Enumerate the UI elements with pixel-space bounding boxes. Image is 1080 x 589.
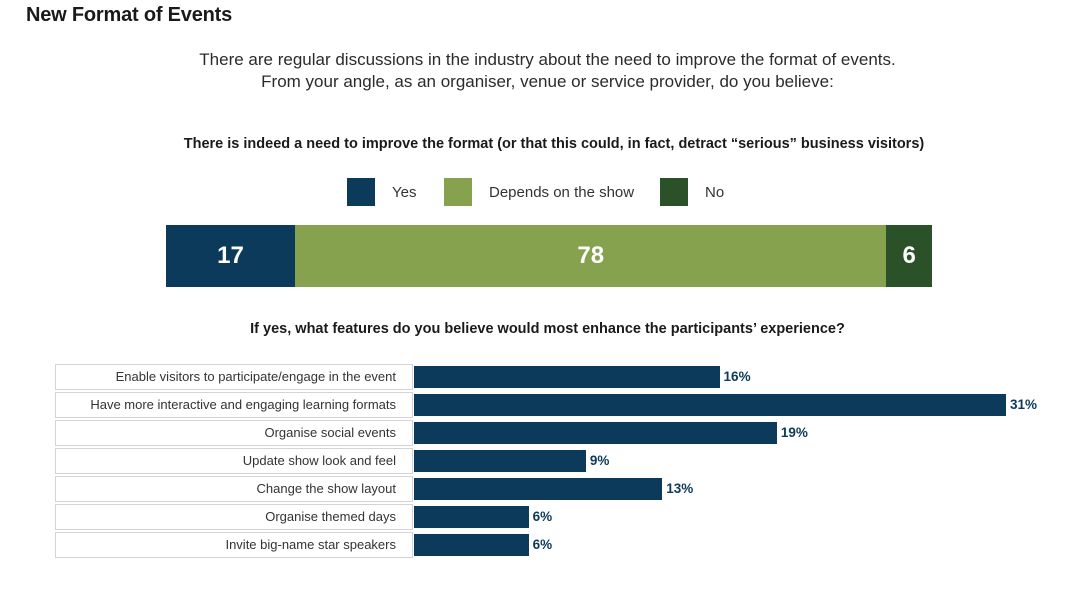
stacked-value-yes: 17 bbox=[217, 242, 244, 269]
stacked-segment-depends bbox=[294, 225, 887, 287]
category-label: Update show look and feel bbox=[242, 453, 396, 468]
category-label: Organise social events bbox=[264, 425, 396, 440]
legend-item-yes: Yes bbox=[347, 178, 416, 206]
stacked-bar-chart: 17 78 6 bbox=[166, 225, 932, 287]
row-label-box bbox=[55, 532, 413, 558]
category-label: Organise themed days bbox=[265, 509, 396, 524]
intro-line-2: From your angle, as an organiser, venue … bbox=[261, 72, 834, 91]
stacked-segment-no bbox=[886, 225, 932, 287]
bar-value-label: 13% bbox=[666, 481, 694, 496]
page-title: New Format of Events bbox=[26, 4, 233, 26]
row-label-box bbox=[55, 448, 413, 474]
legend-label-depends: Depends on the show bbox=[489, 183, 635, 201]
bar-value-label: 16% bbox=[723, 369, 751, 384]
chart-legend: Yes Depends on the show No bbox=[0, 178, 1080, 208]
legend-swatch-yes bbox=[347, 178, 375, 206]
feature-bar bbox=[414, 478, 663, 500]
intro-line-1: There are regular discussions in the ind… bbox=[199, 50, 896, 69]
category-label: Invite big-name star speakers bbox=[225, 537, 396, 552]
category-label: Have more interactive and engaging learn… bbox=[90, 397, 396, 412]
stacked-value-depends: 78 bbox=[577, 242, 605, 269]
category-label: Change the show layout bbox=[256, 481, 396, 496]
feature-bar bbox=[414, 366, 720, 388]
intro-text: There are regular discussions in the ind… bbox=[0, 49, 1080, 93]
stacked-segment-yes bbox=[166, 225, 295, 287]
legend-item-no: No bbox=[660, 178, 724, 206]
category-label: Enable visitors to participate/engage in… bbox=[115, 369, 396, 384]
feature-bar bbox=[414, 450, 586, 472]
row-label-box bbox=[55, 364, 413, 390]
row-label-box bbox=[55, 392, 413, 418]
feature-bar bbox=[414, 534, 529, 556]
bar-value-label: 31% bbox=[1010, 397, 1038, 412]
bar-value-label: 19% bbox=[780, 425, 808, 440]
bar-value-label: 9% bbox=[589, 453, 610, 468]
legend-item-depends: Depends on the show bbox=[444, 178, 634, 206]
bar-chart-title: If yes, what features do you believe wou… bbox=[250, 321, 845, 337]
legend-label-yes: Yes bbox=[392, 183, 417, 201]
feature-bar bbox=[414, 394, 1006, 416]
bar-value-label: 6% bbox=[532, 509, 553, 524]
row-label-box bbox=[55, 504, 413, 530]
stacked-chart-title: There is indeed a need to improve the fo… bbox=[183, 136, 925, 152]
legend-label-no: No bbox=[705, 183, 725, 201]
stacked-value-no: 6 bbox=[902, 242, 916, 269]
feature-bar bbox=[414, 422, 777, 444]
feature-bar bbox=[414, 506, 529, 528]
row-label-box bbox=[55, 420, 413, 446]
row-label-box bbox=[55, 476, 413, 502]
legend-swatch-depends bbox=[444, 178, 472, 206]
legend-swatch-no bbox=[660, 178, 688, 206]
bar-value-label: 6% bbox=[532, 537, 553, 552]
